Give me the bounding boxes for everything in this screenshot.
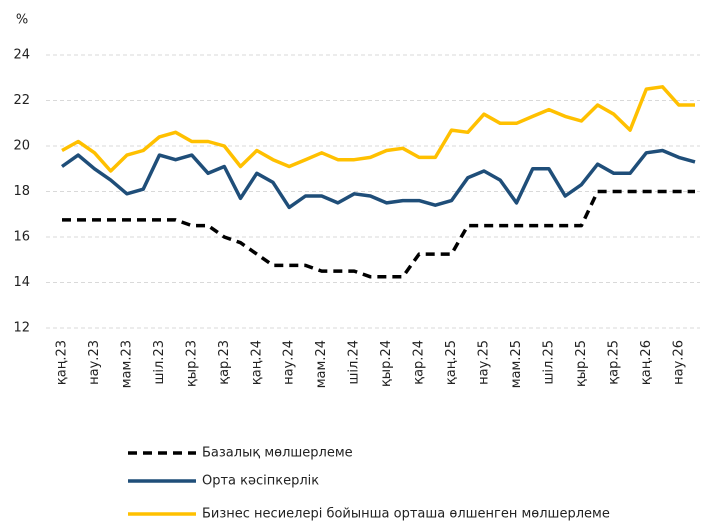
x-tick-label: қыр.24 <box>379 340 394 387</box>
x-tick-label: мам.25 <box>509 340 524 388</box>
x-tick-label: мам.23 <box>119 340 134 388</box>
y-tick-label: 22 <box>13 93 30 108</box>
x-tick-label: шіл.24 <box>347 340 362 385</box>
legend-label: Базалық мөлшерлеме <box>202 446 353 461</box>
y-tick-label: 24 <box>13 48 30 63</box>
series-line <box>61 85 695 173</box>
series-line <box>60 148 696 210</box>
x-tick-label: қаң.24 <box>249 340 264 385</box>
y-axis-label: % <box>16 13 28 28</box>
x-tick-label: қаң.26 <box>639 340 654 385</box>
x-tick-label: қар.24 <box>412 340 427 385</box>
x-tick-label: қыр.25 <box>574 340 589 387</box>
y-tick-label: 12 <box>13 321 30 336</box>
series-line <box>62 189 695 279</box>
y-tick-label: 16 <box>13 230 30 245</box>
x-tick-label: шіл.23 <box>152 340 167 385</box>
legend-label: Бизнес несиелері бойынша орташа өлшенген… <box>202 507 610 522</box>
y-tick-label: 20 <box>13 139 30 154</box>
x-tick-label: қар.25 <box>606 340 621 385</box>
x-tick-label: нау.23 <box>87 340 102 385</box>
x-tick-label: қаң.25 <box>444 340 459 385</box>
legend-label: Орта кәсіпкерлік <box>202 474 319 489</box>
y-tick-label: 18 <box>13 184 30 199</box>
x-tick-label: қаң.23 <box>55 340 70 385</box>
x-tick-label: мам.24 <box>314 340 329 388</box>
x-tick-label: нау.24 <box>282 340 297 385</box>
y-tick-label: 14 <box>13 275 30 290</box>
x-tick-label: нау.26 <box>671 340 686 385</box>
x-tick-label: шіл.25 <box>541 340 556 385</box>
x-tick-label: қар.23 <box>217 340 232 385</box>
x-tick-label: нау.25 <box>477 340 492 385</box>
x-tick-label: қыр.23 <box>184 340 199 387</box>
